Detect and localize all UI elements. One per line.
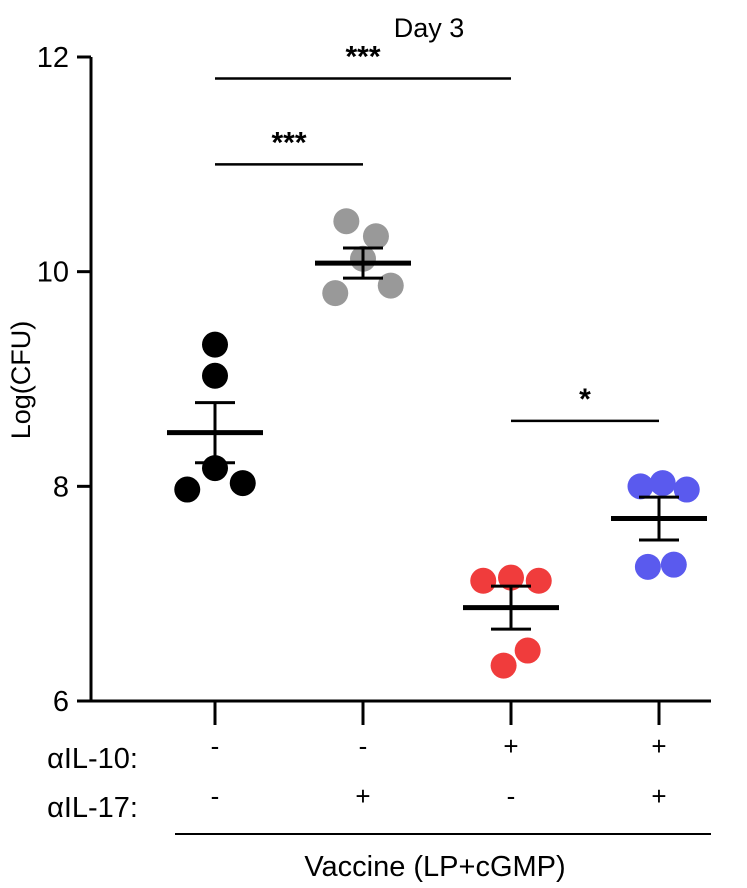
y-tick-label: 8 [53, 471, 69, 503]
data-point [322, 280, 349, 307]
data-point [202, 331, 228, 358]
anti-il17-sign: - [507, 781, 516, 811]
row-label-anti-il17: αIL-17: [47, 792, 138, 824]
data-point [634, 553, 661, 580]
anti-il10-sign: + [503, 731, 518, 761]
x-axis-title: Vaccine (LP+cGMP) [304, 851, 565, 883]
anti-il17-sign: + [651, 781, 666, 811]
data-point [490, 652, 517, 679]
anti-il17-sign: + [355, 781, 370, 811]
data-point [498, 564, 524, 591]
data-point [229, 470, 256, 497]
data-point [514, 637, 541, 664]
data-point [202, 362, 228, 389]
y-tick-label: 10 [37, 257, 69, 289]
significance-label: *** [345, 40, 380, 73]
data-point [649, 470, 676, 497]
significance-label: * [579, 383, 591, 416]
y-axis-title: Log(CFU) [6, 321, 36, 440]
anti-il10-sign: + [651, 731, 666, 761]
data-point [333, 208, 360, 235]
anti-il10-sign: - [359, 731, 368, 761]
anti-il17-sign: - [211, 781, 220, 811]
data-point [470, 567, 497, 594]
data-point [377, 272, 404, 299]
data-point [627, 473, 654, 500]
data-point [673, 476, 700, 503]
data-point [660, 551, 687, 578]
chart-title: Day 3 [394, 13, 465, 43]
data-point [525, 567, 552, 594]
data-point [174, 476, 201, 503]
y-tick-label: 6 [53, 686, 69, 718]
row-label-anti-il10: αIL-10: [47, 743, 138, 775]
y-tick-label: 12 [37, 42, 69, 74]
significance-label: *** [271, 126, 306, 159]
data-point [362, 223, 389, 250]
anti-il10-sign: - [211, 731, 220, 761]
